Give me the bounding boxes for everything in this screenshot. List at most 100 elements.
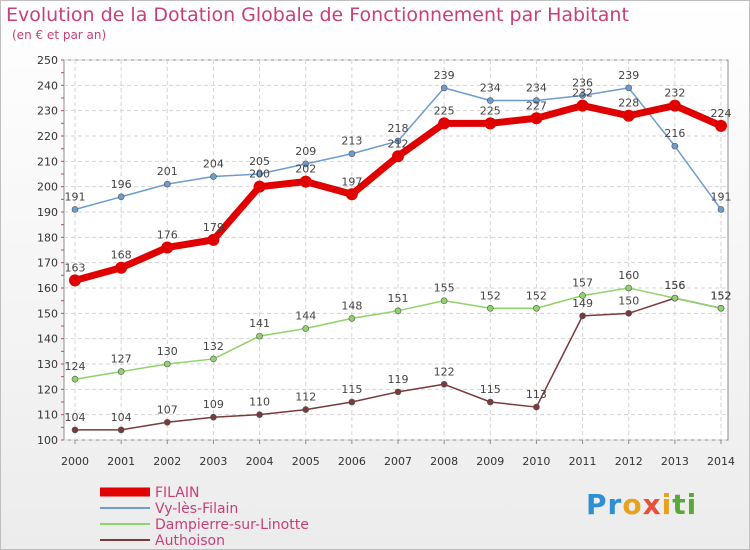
y-tick-label: 120 [37,383,58,396]
data-label: 127 [111,353,132,366]
data-label: 239 [618,69,639,82]
data-label: 197 [341,175,362,188]
data-point [253,180,266,193]
data-label: 224 [711,107,732,120]
data-label: 144 [295,310,316,323]
data-label: 141 [249,317,270,330]
data-label: 205 [249,155,270,168]
data-point [71,426,79,434]
data-point [579,292,586,299]
data-point [256,170,263,178]
data-label: 213 [341,135,362,148]
data-label: 209 [295,145,316,158]
data-label: 150 [618,294,639,307]
y-tick-label: 250 [37,54,58,67]
data-point [163,180,171,188]
data-label: 113 [526,388,547,401]
data-point [117,368,125,375]
x-tick-label: 2011 [569,455,597,468]
data-label: 239 [434,69,455,82]
data-label: 107 [157,403,178,416]
data-point [302,160,310,168]
data-point [533,304,540,312]
data-label: 152 [480,289,501,302]
y-tick-label: 150 [37,307,58,320]
data-point [671,294,679,302]
data-label: 204 [203,158,224,171]
y-tick-label: 190 [37,206,58,219]
data-label: 157 [572,277,593,290]
data-label: 196 [111,178,132,191]
data-point [345,188,358,201]
data-point [210,173,217,180]
data-label: 234 [480,82,501,95]
data-point [576,99,589,112]
data-label: 236 [572,76,593,89]
x-tick-label: 2000 [61,455,89,468]
data-label: 191 [65,190,86,203]
data-label: 218 [388,122,409,135]
data-point [256,332,263,340]
legend-label: FILAIN [155,485,199,501]
proxiti-logo: Proxiti [586,488,698,521]
data-point [440,84,448,92]
data-label: 152 [711,289,732,302]
data-point [440,380,448,388]
x-tick-label: 2010 [522,455,550,468]
data-label: 115 [341,383,362,396]
data-point [533,403,540,411]
x-tick-label: 2002 [153,455,181,468]
data-point [717,304,725,312]
data-point [348,398,356,406]
data-label: 225 [480,104,501,117]
data-point [302,325,310,332]
data-label: 191 [711,190,732,203]
data-point [484,117,497,130]
data-point [69,274,81,287]
data-label: 227 [526,99,547,112]
y-tick-label: 140 [37,333,58,346]
data-label: 110 [249,396,270,409]
data-label: 163 [65,261,86,274]
data-label: 234 [526,82,547,95]
data-point [299,175,312,188]
data-label: 151 [388,292,409,305]
data-label: 115 [480,383,501,396]
data-label: 152 [711,289,732,302]
data-point [625,310,633,317]
y-tick-label: 160 [37,282,58,295]
data-point [668,99,681,112]
x-tick-label: 2009 [476,455,504,468]
data-label: 225 [434,104,455,117]
data-label: 200 [249,168,270,181]
data-point [715,119,727,132]
data-label: 176 [157,228,178,241]
data-label: 122 [434,365,455,378]
y-tick-label: 110 [37,409,58,422]
y-tick-label: 180 [37,231,58,244]
data-point [579,312,586,320]
data-point [348,315,356,322]
data-label: 130 [157,345,178,358]
y-tick-label: 220 [37,130,58,143]
data-point [71,206,79,213]
data-point [622,109,635,122]
data-label: 132 [203,340,224,353]
y-tick-label: 130 [37,358,58,371]
data-point [486,398,494,406]
legend-label: Vy-lès-Filain [155,501,238,517]
data-point [117,193,125,201]
data-label: 168 [111,249,132,262]
data-point [210,413,217,421]
data-label: 109 [203,398,224,411]
x-tick-label: 2013 [661,455,689,468]
data-point [394,307,402,315]
x-tick-label: 2007 [384,455,412,468]
data-point [671,142,679,150]
chart-subtitle: (en € et par an) [12,28,107,42]
data-label: 104 [65,411,86,424]
data-point [392,150,404,163]
data-label: 104 [111,411,132,424]
data-point [163,418,171,426]
